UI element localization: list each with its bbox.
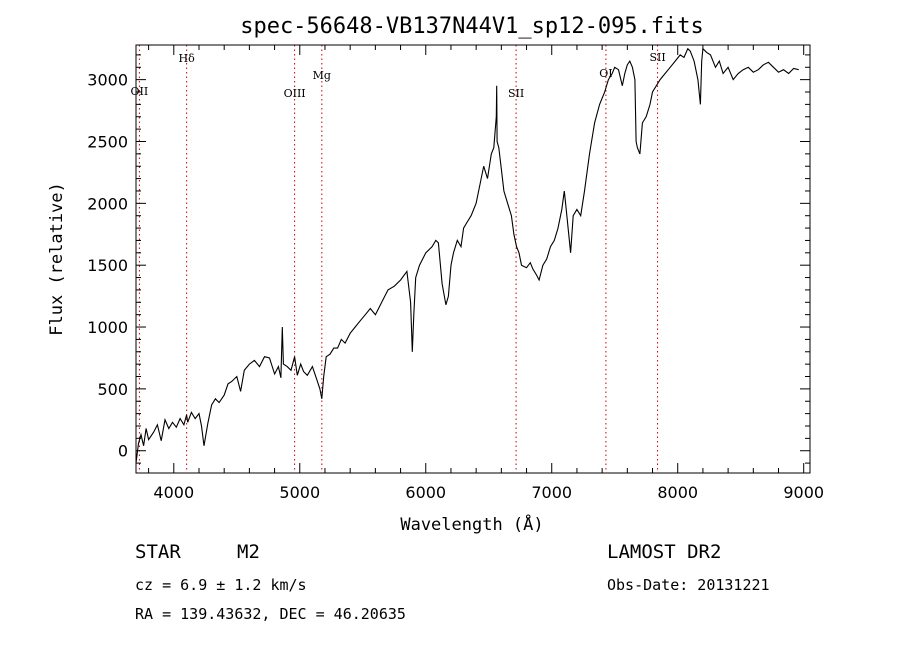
object-class: STAR — [135, 541, 181, 563]
x-tick-label: 5000 — [279, 483, 320, 502]
y-tick-label: 500 — [97, 380, 128, 399]
spectrum-line — [135, 47, 799, 464]
y-tick-label: 3000 — [87, 71, 128, 90]
survey-name: LAMOST DR2 — [607, 541, 722, 563]
marker-label: OIII — [284, 87, 306, 100]
y-axis-label: Flux (relative) — [47, 182, 67, 336]
x-tick-label: 4000 — [153, 483, 194, 502]
x-tick-label: 7000 — [531, 483, 572, 502]
axis-ticks: 4000 5000 6000 7000 8000 9000 0 500 1000 1500 2000… — [87, 45, 824, 502]
observation-date: Obs-Date: 20131221 — [607, 576, 770, 594]
y-tick-label: 0 — [118, 442, 128, 461]
marker-label: SII — [508, 87, 524, 100]
marker-label: OII — [131, 85, 149, 98]
redshift-velocity: cz = 6.9 ± 1.2 km/s — [135, 576, 307, 594]
y-tick-label: 1500 — [87, 256, 128, 275]
marker-label: Mg — [313, 69, 331, 82]
plot-frame — [135, 44, 811, 474]
y-tick-label: 2500 — [87, 132, 128, 151]
object-subclass: M2 — [237, 541, 260, 563]
marker-label: OI — [599, 67, 612, 80]
chart-title: spec-56648-VB137N44V1_sp12-095.fits — [240, 14, 704, 39]
marker-label: Hδ — [179, 52, 196, 65]
y-tick-label: 2000 — [87, 194, 128, 213]
x-axis-label: Wavelength (Å) — [400, 513, 543, 535]
x-tick-label: 9000 — [783, 483, 824, 502]
x-tick-label: 6000 — [405, 483, 446, 502]
y-tick-label: 1000 — [87, 318, 128, 337]
x-tick-label: 8000 — [657, 483, 698, 502]
marker-label: SII — [649, 51, 665, 64]
sky-coordinates: RA = 139.43632, DEC = 46.20635 — [135, 605, 406, 623]
